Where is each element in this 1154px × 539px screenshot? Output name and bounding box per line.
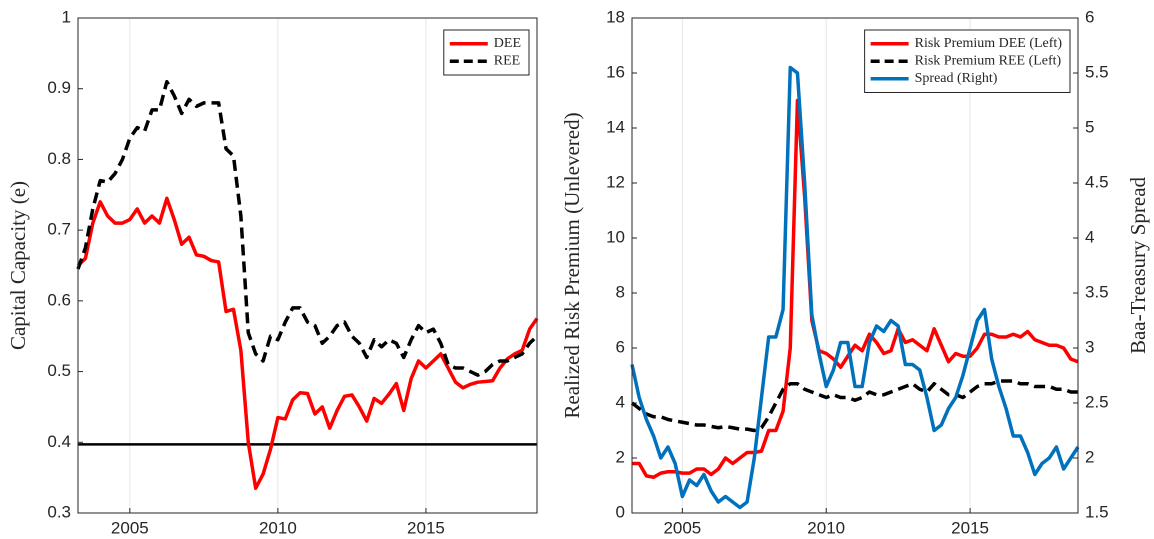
y2-tick-label: 2 — [1085, 447, 1094, 466]
axes-box — [77, 17, 538, 514]
y-tick-label: 0.3 — [47, 502, 71, 521]
y-tick-label: 0.7 — [47, 220, 71, 239]
series-line — [632, 98, 1079, 479]
y-tick-label: 2 — [616, 447, 625, 466]
y-tick-label: 14 — [606, 117, 625, 136]
x-tick-label: 2015 — [407, 518, 445, 537]
plot-area — [632, 18, 1078, 513]
y-tick-label: 0.8 — [47, 149, 71, 168]
y-tick-label: 0.9 — [47, 78, 71, 97]
y-tick-label: 0.5 — [47, 361, 71, 380]
y-tick-label: 12 — [606, 172, 625, 191]
y-tick-label: 8 — [616, 282, 625, 301]
legend-label: Spread (Right) — [915, 71, 998, 86]
y-tick-label: 1 — [62, 7, 71, 26]
panel: 2005 2010 2015 0 2 4 6 8 10 12 14 16 18 1.5 2 2.5 3 3.5 4 4… — [560, 7, 1150, 537]
legend-label: Risk Premium REE (Left) — [915, 53, 1062, 68]
y2-tick-label: 4.5 — [1085, 172, 1109, 191]
series-line — [76, 196, 539, 490]
x-tick-label: 2010 — [259, 518, 297, 537]
plot-area — [78, 18, 537, 513]
legend-label: DEE — [494, 36, 521, 51]
y-tick-label: 6 — [616, 337, 625, 356]
y2-tick-label: 1.5 — [1085, 502, 1109, 521]
x-tick-label: 2005 — [111, 518, 149, 537]
y-tick-label: 0 — [616, 502, 625, 521]
y2-tick-label: 4 — [1085, 227, 1094, 246]
legend-label: Risk Premium DEE (Left) — [915, 36, 1063, 51]
legend: DEE REE — [443, 29, 530, 76]
y-tick-label: 4 — [616, 392, 625, 411]
y-tick-label: 0.4 — [47, 432, 71, 451]
x-tick-label: 2015 — [951, 518, 989, 537]
y2-tick-label: 5.5 — [1085, 62, 1109, 81]
y2-tick-label: 3.5 — [1085, 282, 1109, 301]
legend-frame — [443, 29, 530, 76]
axes-box — [631, 17, 1079, 514]
y-tick-label: 0.6 — [47, 290, 71, 309]
legend-label: REE — [494, 53, 520, 68]
x-tick-label: 2010 — [807, 518, 845, 537]
y2-axis-label: Baa-Treasury Spread — [1126, 176, 1150, 354]
y-axis-label: Realized Risk Premium (Unlevered) — [560, 112, 584, 418]
series-line — [630, 379, 1078, 433]
legend: Risk Premium DEE (Left) Risk Premium REE … — [864, 29, 1071, 93]
y2-tick-label: 2.5 — [1085, 392, 1109, 411]
panel: 2005 2010 2015 0.3 0.4 0.5 0.6 0.7 0.8 0.9 1 Capita… — [6, 7, 539, 537]
y-tick-label: 16 — [606, 62, 625, 81]
series-line — [630, 65, 1080, 510]
y2-tick-label: 5 — [1085, 117, 1094, 136]
y2-tick-label: 6 — [1085, 7, 1094, 26]
x-tick-label: 2005 — [663, 518, 701, 537]
y-tick-label: 10 — [606, 227, 625, 246]
series-line — [76, 79, 539, 377]
y2-tick-label: 3 — [1085, 337, 1094, 356]
y-axis-label: Capital Capacity (e) — [6, 181, 30, 350]
y-tick-label: 18 — [606, 7, 625, 26]
